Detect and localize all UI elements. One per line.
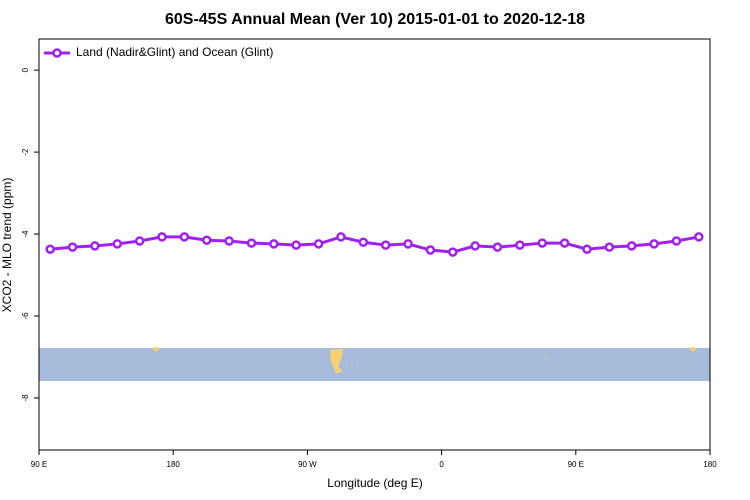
point	[179, 232, 190, 242]
y-tick-label: -2	[21, 148, 30, 156]
point	[492, 242, 503, 252]
point	[313, 239, 324, 249]
point	[246, 238, 257, 248]
point	[671, 236, 682, 246]
chart-title: 60S-45S Annual Mean (Ver 10) 2015-01-01 …	[165, 11, 585, 28]
point	[626, 241, 637, 251]
point	[224, 236, 234, 246]
x-tick-label: 180	[703, 460, 717, 469]
point	[112, 239, 123, 249]
point	[537, 238, 547, 248]
point	[694, 232, 704, 242]
x-axis-label: Longitude (deg E)	[327, 476, 422, 490]
point	[358, 237, 369, 247]
series-line	[50, 235, 700, 254]
y-axis-label: XCO2 - MLO trend (ppm)	[0, 178, 14, 313]
y-tick-label: -6	[21, 312, 30, 320]
point	[134, 236, 145, 246]
point	[67, 242, 78, 252]
x-tick-label: 90 E	[31, 460, 47, 469]
point	[90, 241, 100, 251]
y-tick-label: -4	[21, 230, 30, 238]
point	[157, 232, 167, 242]
point	[604, 242, 615, 252]
legend-marker	[52, 48, 62, 58]
point	[582, 244, 592, 254]
point	[269, 239, 279, 249]
legend-label: Land (Nadir&Glint) and Ocean (Glint)	[76, 45, 273, 59]
point	[470, 241, 480, 251]
x-tick-label: 90 W	[298, 460, 317, 469]
point	[291, 240, 301, 250]
point	[425, 245, 436, 255]
point	[515, 240, 525, 250]
point	[649, 239, 659, 249]
y-tick-label: -8	[21, 394, 30, 402]
point	[448, 247, 458, 257]
point	[403, 239, 413, 249]
point	[202, 235, 212, 245]
x-tick-label: 180	[167, 460, 181, 469]
point	[336, 232, 346, 242]
point	[45, 244, 55, 254]
map-background	[39, 347, 710, 381]
x-tick-label: 0	[439, 460, 444, 469]
y-tick-label: 0	[21, 67, 30, 72]
plot-frame	[38, 38, 711, 451]
x-tick-label: 90 E	[568, 460, 584, 469]
point	[559, 238, 570, 248]
point	[380, 240, 391, 250]
